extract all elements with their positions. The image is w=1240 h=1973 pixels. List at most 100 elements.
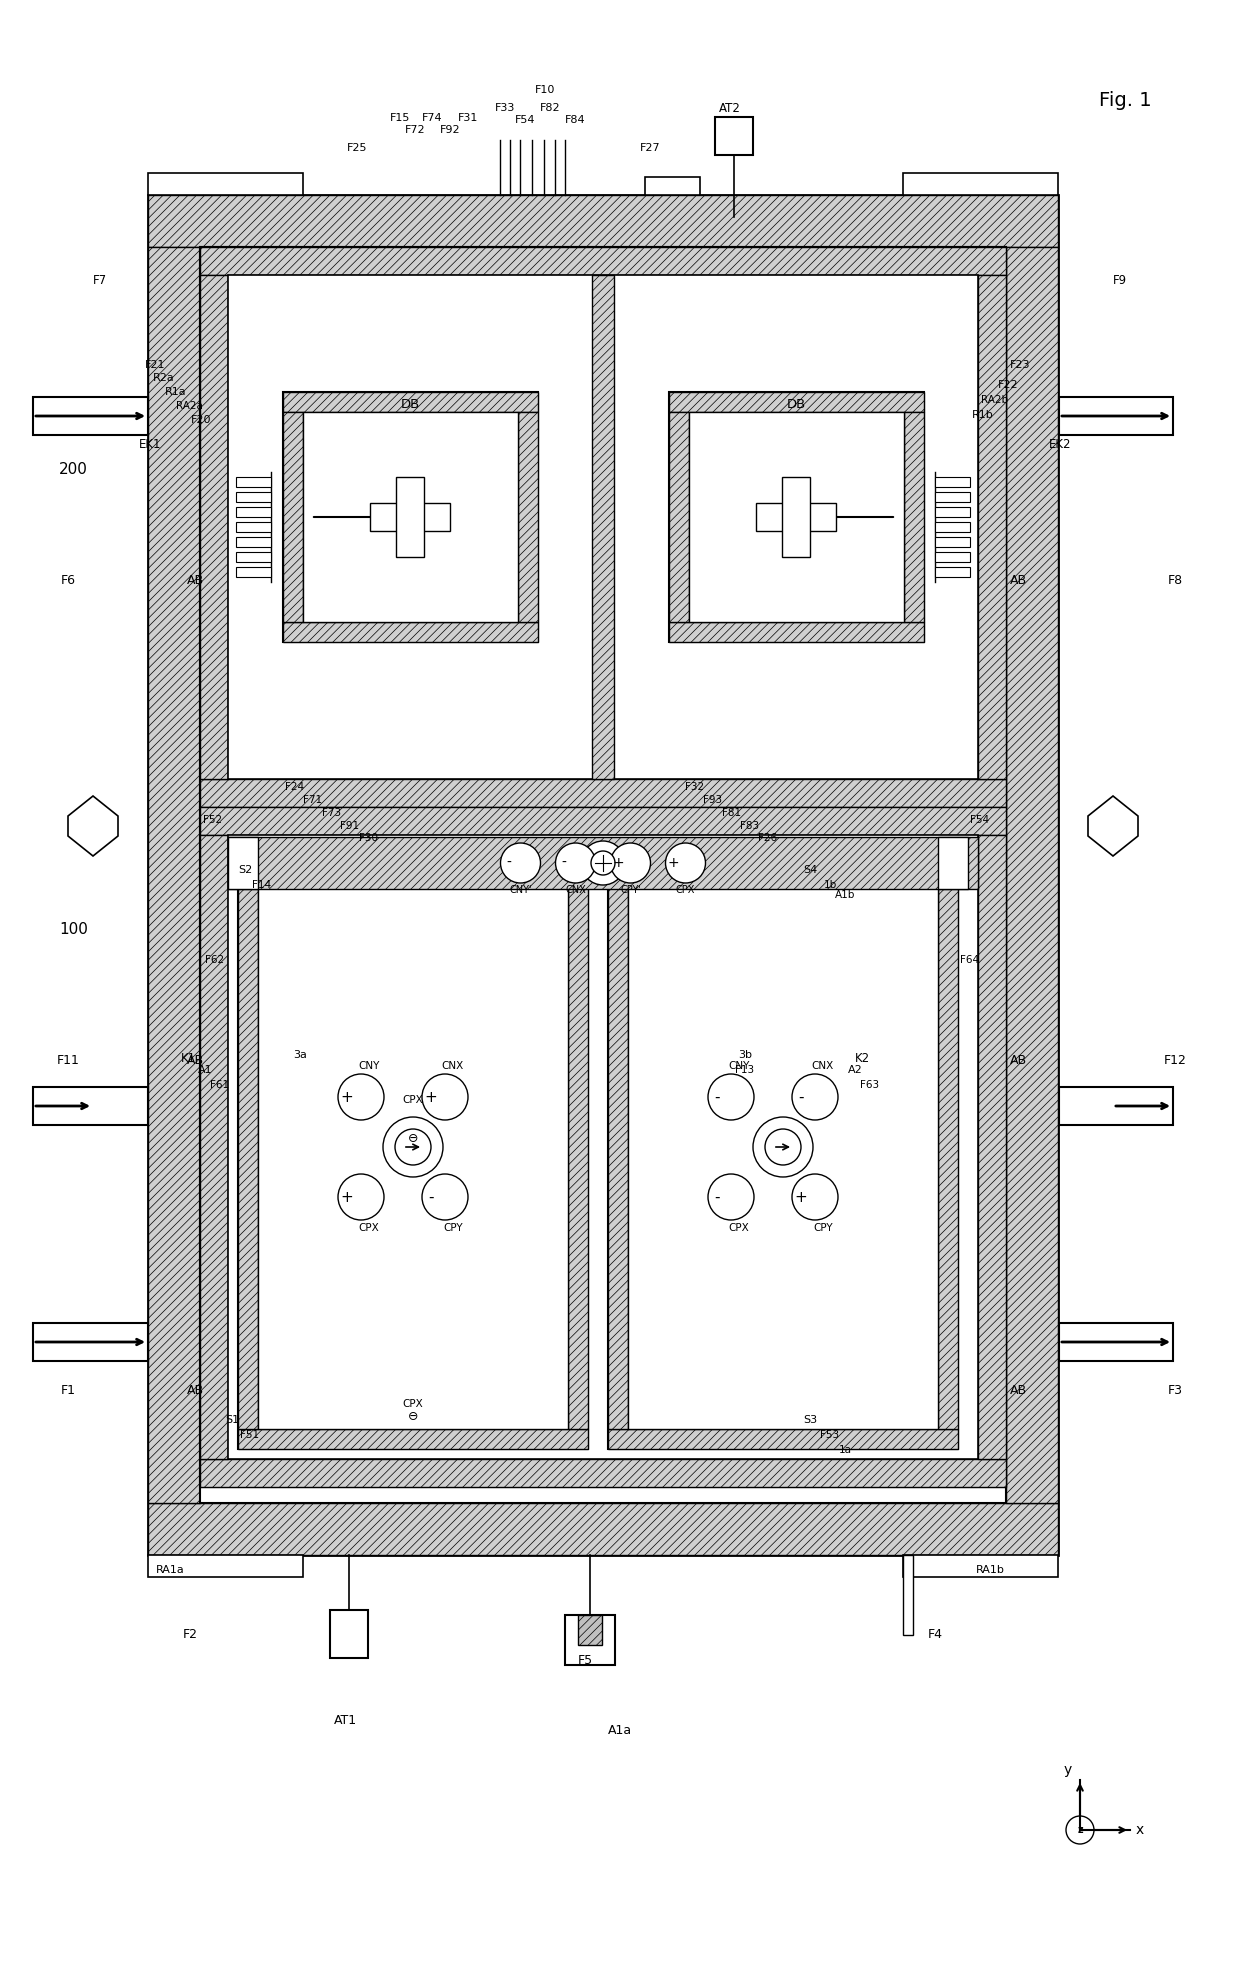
Text: F5: F5 [578,1653,593,1667]
Text: EK1: EK1 [139,438,161,452]
Text: CNY: CNY [358,1061,379,1071]
Bar [33,397,148,434]
Text: -: - [799,1089,804,1105]
Text: F93: F93 [703,795,723,805]
Bar [370,503,450,531]
Bar [935,507,970,517]
Text: F4: F4 [928,1628,942,1642]
Text: CPY: CPY [443,1223,463,1233]
Text: F11: F11 [57,1054,79,1067]
Text: CPY: CPY [813,1223,833,1233]
Bar [148,247,200,1503]
Text: AB: AB [186,1054,203,1067]
Bar [1059,1087,1173,1125]
Text: F14: F14 [253,880,272,890]
Bar [148,174,303,195]
Text: +: + [341,1089,353,1105]
Circle shape [792,1174,838,1219]
Text: F24: F24 [285,781,305,791]
Text: 200: 200 [60,462,88,477]
Circle shape [1066,1815,1094,1845]
Bar [578,1616,601,1645]
Text: AB: AB [1009,574,1027,586]
Bar [568,864,588,1428]
Bar [518,412,538,621]
Text: F63: F63 [861,1079,879,1089]
Text: A1: A1 [197,1065,212,1075]
Text: F32: F32 [686,781,704,791]
Bar [283,393,538,641]
Bar [935,552,970,562]
Bar [937,864,959,1428]
Circle shape [501,842,541,884]
Text: F54: F54 [971,815,990,825]
Bar [591,274,614,779]
Text: CNY': CNY' [510,886,532,896]
Polygon shape [68,795,118,856]
Text: F12: F12 [1163,1054,1187,1067]
Text: F82: F82 [539,103,560,112]
Text: 3a: 3a [293,1050,308,1060]
Bar [200,1458,1006,1488]
Bar [645,178,701,195]
Circle shape [422,1073,467,1121]
Text: CNX: CNX [565,886,585,896]
Circle shape [339,1073,384,1121]
Text: CPX: CPX [403,1095,423,1105]
Text: R1a: R1a [165,387,187,397]
Text: F10: F10 [534,85,556,95]
Text: DB: DB [401,397,419,410]
Text: CPX: CPX [676,886,696,896]
Bar [228,837,258,890]
Text: F84: F84 [564,114,585,124]
Text: F73: F73 [322,809,341,819]
Text: F62: F62 [206,955,224,965]
Text: F53: F53 [821,1430,839,1440]
Text: F91: F91 [341,821,360,831]
Bar [236,491,272,501]
Bar [200,274,228,779]
Text: +: + [667,856,680,870]
Bar [238,844,588,1448]
Bar [935,477,970,487]
Text: +: + [795,1190,807,1204]
Text: K1: K1 [181,1052,196,1065]
Text: F6: F6 [61,574,76,586]
Bar [935,566,970,576]
Bar [283,412,303,621]
Bar [200,779,1006,807]
Circle shape [610,842,651,884]
Bar [148,195,1058,247]
Text: y: y [1064,1764,1073,1778]
Text: F71: F71 [304,795,322,805]
Bar [238,844,588,864]
Text: F30: F30 [358,833,377,842]
Bar [978,835,1006,1458]
Text: 100: 100 [60,923,88,937]
Bar [903,174,1058,195]
Bar [670,412,689,621]
Text: -: - [506,856,511,870]
Text: AT1: AT1 [334,1713,357,1726]
Bar [396,477,424,556]
Text: F9: F9 [1114,274,1127,286]
Bar [608,844,959,864]
Bar [935,537,970,547]
Bar [935,491,970,501]
Text: R2a: R2a [153,373,175,383]
Bar [904,412,924,621]
Text: F1: F1 [61,1383,76,1397]
Text: S2: S2 [238,864,252,874]
Text: -: - [714,1190,719,1204]
Text: ⊖: ⊖ [408,1411,418,1423]
Text: z: z [1078,1825,1083,1835]
Text: K2: K2 [854,1052,869,1065]
Bar [228,274,978,779]
Text: Fig. 1: Fig. 1 [1099,91,1151,109]
Text: F52: F52 [203,815,222,825]
Text: F15: F15 [389,112,410,122]
Text: RA1a: RA1a [156,1565,185,1574]
Bar [330,1610,368,1657]
Bar [148,1503,1058,1555]
Bar [937,837,968,890]
